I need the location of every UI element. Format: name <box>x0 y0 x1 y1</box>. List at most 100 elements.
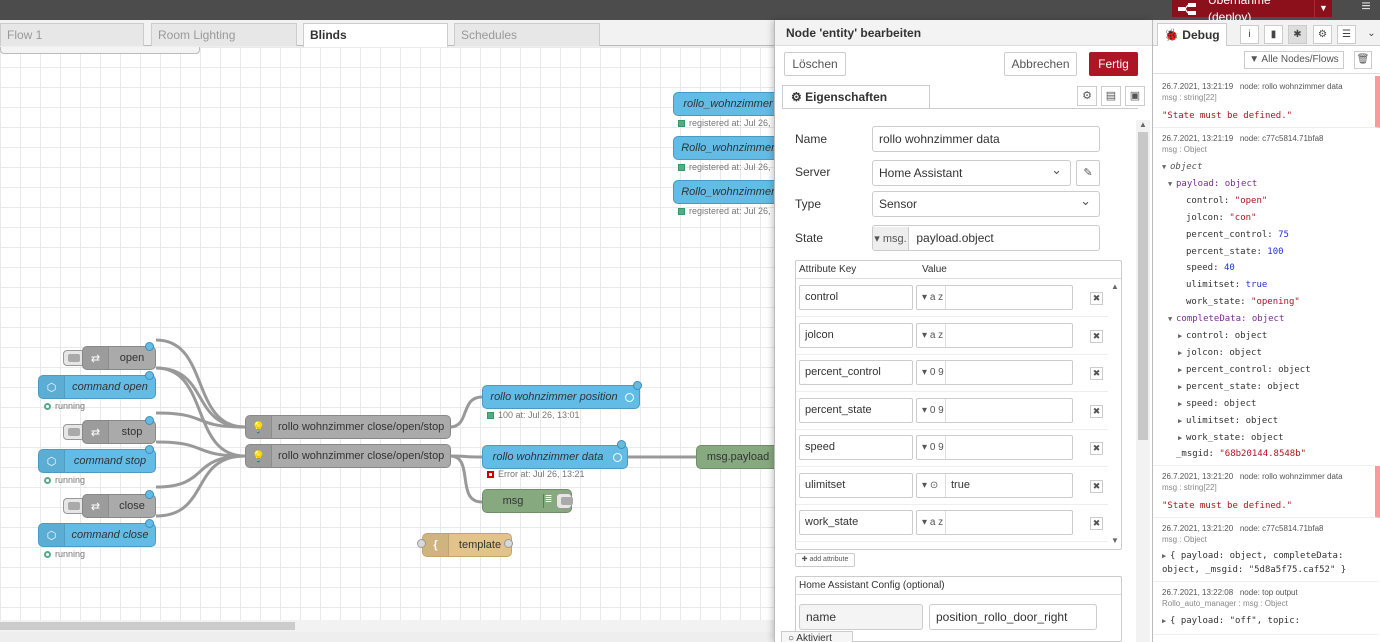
done-button[interactable]: Fertig <box>1089 52 1138 76</box>
type-selector-icon[interactable]: ▾ <box>922 479 930 491</box>
editor-scrollbar[interactable]: ▲ <box>1136 120 1150 642</box>
function-node-2[interactable]: 💡 rollo wohnzimmer close/open/stop <box>245 444 451 468</box>
attribute-key-input[interactable]: jolcon <box>799 322 913 348</box>
book-icon[interactable]: ▮ <box>1264 25 1283 44</box>
remove-attribute-icon[interactable]: ✖ <box>1090 404 1103 418</box>
command-close-node[interactable]: ⬡ command close <box>38 523 156 547</box>
gear-icon[interactable]: ⚙ <box>1313 25 1332 44</box>
tree-node[interactable]: ▶ percent_state: object <box>1178 381 1300 392</box>
scroll-up-icon[interactable]: ▲ <box>1139 120 1147 129</box>
debug-message[interactable]: 26.7.2021, 13:21:19 node: c77c5814.71bfa… <box>1153 128 1380 467</box>
remove-attribute-icon[interactable]: ✖ <box>1090 442 1103 455</box>
attribute-key-input[interactable]: percent_control <box>799 360 913 385</box>
cancel-button[interactable]: Abbrechen <box>1004 52 1077 76</box>
type-selector-icon[interactable]: ▾ <box>922 367 930 378</box>
output-port[interactable] <box>145 519 154 528</box>
attribute-value-input[interactable]: ▾ ⊙ true <box>916 472 1073 498</box>
tree-completedata[interactable]: ▼ completeData: object <box>1168 314 1285 325</box>
horizontal-scrollbar[interactable] <box>0 620 780 632</box>
object-summary[interactable]: ▶{ payload: "off", topic: <box>1162 616 1301 627</box>
type-selector-icon[interactable]: ▾ <box>922 329 930 341</box>
attribute-key-input[interactable]: percent_state <box>799 397 913 423</box>
settings-icon[interactable]: ⚙ <box>1077 86 1097 106</box>
ha-node-rollo-1[interactable]: rollo_wohnzimmer <box>673 92 780 116</box>
output-port[interactable] <box>504 539 513 548</box>
attribute-value-input[interactable]: ▾ 0 9 <box>916 397 1073 423</box>
remove-attribute-icon[interactable]: ✖ <box>1090 479 1103 493</box>
add-attribute-button[interactable]: ✚ add attribute <box>795 553 855 567</box>
name-input[interactable]: rollo wohnzimmer data <box>872 126 1100 152</box>
tree-payload[interactable]: ▼ payload: object <box>1168 178 1258 189</box>
output-port[interactable] <box>145 490 154 499</box>
attribute-value-input[interactable]: ▾ 0 9 <box>916 360 1073 385</box>
attribute-key-input[interactable]: ulimitset <box>799 472 913 498</box>
state-typed-input[interactable]: ▾ msg. payload.object <box>872 225 1100 251</box>
msg-payload-node[interactable]: msg.payload <box>696 445 780 469</box>
output-port[interactable] <box>617 440 626 449</box>
server-select[interactable]: Home Assistant <box>872 160 1071 186</box>
state-type-selector[interactable]: ▾ msg. <box>873 227 909 250</box>
chevron-down-icon[interactable]: ⌄ <box>1367 28 1376 39</box>
flow-canvas[interactable]: rollo_wohnzimmer registered at: Jul 26, … <box>0 47 780 627</box>
ha-node-rollo-3[interactable]: Rollo_wohnzimmer <box>673 180 780 204</box>
database-icon[interactable]: ☰ <box>1337 25 1356 44</box>
debug-message[interactable]: 26.7.2021, 13:21:20 node: rollo wohnzimm… <box>1153 466 1380 519</box>
object-summary[interactable]: ▶{ payload: object, completeData: object… <box>1162 551 1347 576</box>
ha-node-rollo-2[interactable]: Rollo_wohnzimmer <box>673 136 780 160</box>
type-selector-icon[interactable]: ▾ <box>922 292 930 303</box>
type-selector-icon[interactable]: ▾ <box>922 442 930 453</box>
tree-node[interactable]: ▶ percent_control: object <box>1178 364 1311 375</box>
tree-node[interactable]: ▶ jolcon: object <box>1178 347 1262 358</box>
filter-button[interactable]: ▼ Alle Nodes/Flows <box>1244 51 1344 69</box>
position-node[interactable]: rollo wohnzimmer position <box>482 385 640 409</box>
remove-attribute-icon[interactable]: ✖ <box>1090 329 1103 343</box>
debug-message[interactable]: 26.7.2021, 13:21:19 node: rollo wohnzimm… <box>1153 76 1380 128</box>
edit-server-button[interactable]: ✎ <box>1076 160 1100 186</box>
data-node[interactable]: rollo wohnzimmer data <box>482 445 628 469</box>
output-port[interactable] <box>145 342 154 351</box>
tab-schedules[interactable]: Schedules <box>454 23 600 46</box>
output-port[interactable] <box>145 371 154 380</box>
attribute-value-input[interactable]: ▾ a z <box>916 285 1073 310</box>
tree-node[interactable]: ▶ work_state: object <box>1178 432 1284 443</box>
command-stop-node[interactable]: ⬡ command stop <box>38 449 156 473</box>
tree-node[interactable]: ▶ speed: object <box>1178 398 1257 409</box>
template-node[interactable]: {template <box>422 533 512 557</box>
scroll-down-icon[interactable]: ▼ <box>1111 536 1119 545</box>
scroll-thumb[interactable] <box>1138 132 1148 440</box>
input-port[interactable] <box>417 539 426 548</box>
type-select[interactable]: Sensor <box>872 191 1100 217</box>
tree-node[interactable]: ▶ ulimitset: object <box>1178 415 1279 426</box>
debug-toggle-button[interactable] <box>556 493 573 509</box>
deploy-button[interactable]: Übernahme (deploy) ▼ <box>1172 0 1332 24</box>
attribute-value-input[interactable]: ▾ 0 9 <box>916 435 1073 460</box>
hamburger-menu-icon[interactable]: ≡ <box>1361 0 1371 15</box>
clear-trash-icon[interactable]: 🗑 <box>1354 51 1372 69</box>
attributes-scrollbar[interactable]: ▲ ▼ <box>1108 280 1121 549</box>
debug-message[interactable]: 26.7.2021, 13:21:20 node: c77c5814.71bfa… <box>1153 518 1380 583</box>
ha-config-key-input[interactable]: name <box>799 604 923 630</box>
info-icon[interactable]: i <box>1240 25 1259 44</box>
appearance-icon[interactable]: ▣ <box>1125 86 1145 106</box>
tab-properties[interactable]: ⚙ Eigenschaften <box>782 85 930 109</box>
remove-attribute-icon[interactable]: ✖ <box>1090 517 1103 530</box>
scroll-thumb[interactable] <box>0 622 295 630</box>
command-open-node[interactable]: ⬡ command open <box>38 375 156 399</box>
description-icon[interactable]: ▤ <box>1101 86 1121 106</box>
output-port[interactable] <box>145 416 154 425</box>
tree-node[interactable]: ▶ control: object <box>1178 331 1268 342</box>
inject-close-node[interactable]: ⇄ close <box>82 494 156 518</box>
attribute-value-input[interactable]: ▾ a z <box>916 510 1073 535</box>
bug-tab-icon[interactable]: ✱ <box>1288 25 1307 44</box>
deploy-dropdown-icon[interactable]: ▼ <box>1314 0 1332 17</box>
remove-attribute-icon[interactable]: ✖ <box>1090 292 1103 305</box>
type-selector-icon[interactable]: ▾ <box>922 404 930 416</box>
tab-flow-1[interactable]: Flow 1 <box>0 23 144 46</box>
output-port[interactable] <box>145 445 154 454</box>
inject-stop-node[interactable]: ⇄ stop <box>82 420 156 444</box>
enabled-toggle[interactable]: ○ Aktiviert <box>781 631 853 642</box>
function-node-1[interactable]: 💡 rollo wohnzimmer close/open/stop <box>245 415 451 439</box>
ha-config-value-input[interactable]: position_rollo_door_right <box>929 604 1097 630</box>
output-port[interactable] <box>633 381 642 390</box>
scroll-up-icon[interactable]: ▲ <box>1111 282 1119 291</box>
